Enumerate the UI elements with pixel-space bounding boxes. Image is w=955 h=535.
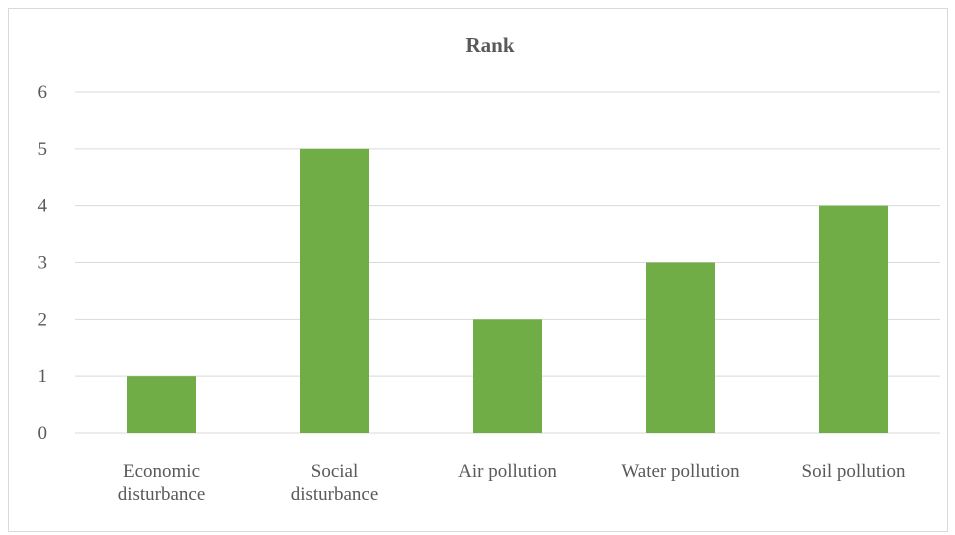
- y-tick-label: 2: [38, 309, 48, 330]
- y-tick-label: 6: [38, 82, 48, 103]
- bars: [127, 148, 888, 434]
- bar: [819, 205, 888, 433]
- bar: [300, 148, 369, 434]
- x-category-label: Social disturbance: [291, 461, 379, 505]
- bar: [473, 319, 542, 433]
- x-category-label: Air pollution: [458, 461, 557, 482]
- chart-frame: [8, 8, 948, 532]
- gridlines: [75, 91, 940, 434]
- x-category-label: Soil pollution: [802, 461, 906, 482]
- y-axis-ticks: 0 1 2 3 4 5 6: [38, 82, 48, 444]
- x-category-label: Economic disturbance: [118, 461, 206, 505]
- bar: [646, 262, 715, 433]
- bar: [127, 376, 196, 433]
- y-tick-label: 4: [38, 196, 48, 217]
- x-axis-labels: Economic disturbance Social disturbance Air …: [118, 461, 906, 505]
- y-tick-label: 5: [38, 139, 48, 160]
- y-tick-label: 0: [38, 423, 48, 444]
- y-tick-label: 3: [38, 253, 48, 274]
- y-tick-label: 1: [38, 366, 48, 387]
- chart-title: Rank: [465, 33, 514, 57]
- x-category-label: Water pollution: [621, 461, 740, 482]
